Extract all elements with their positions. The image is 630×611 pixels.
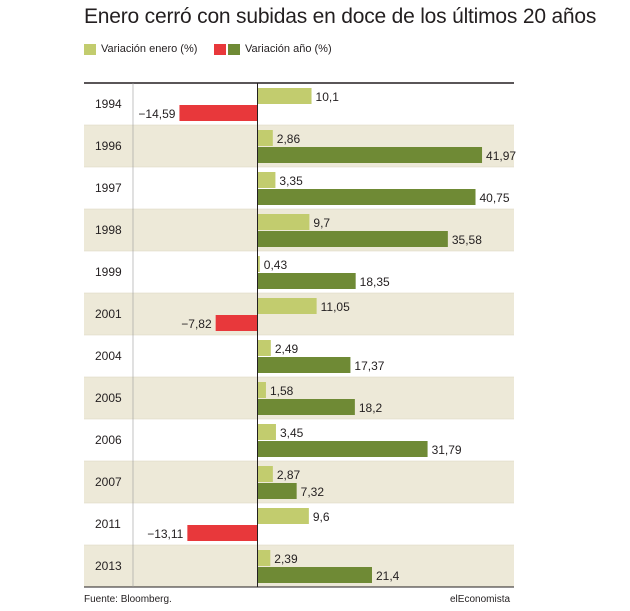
data-label-anio: 18,2 [359, 401, 383, 415]
category-label: 1994 [95, 97, 122, 111]
data-label-enero: 0,43 [264, 258, 288, 272]
data-label-enero: 2,49 [275, 342, 299, 356]
data-label-anio: −13,11 [147, 527, 183, 541]
data-label-anio: 21,4 [376, 569, 400, 583]
bar-anio [257, 399, 355, 415]
data-label-anio: 31,79 [432, 443, 462, 457]
data-label-anio: 7,32 [301, 485, 325, 499]
legend-label-enero: Variación enero (%) [101, 43, 198, 55]
bar-anio [179, 105, 258, 121]
category-label: 2001 [95, 307, 122, 321]
bar-enero [257, 130, 273, 146]
data-label-enero: 9,7 [313, 216, 330, 230]
category-label: 2006 [95, 433, 122, 447]
bar-anio [257, 567, 372, 583]
bar-anio [257, 273, 356, 289]
bar-enero [257, 214, 310, 230]
data-label-anio: −14,59 [138, 107, 175, 121]
data-label-enero: 3,45 [280, 426, 304, 440]
data-label-anio: 17,37 [354, 359, 384, 373]
category-label: 1998 [95, 223, 122, 237]
data-label-enero: 9,6 [313, 510, 330, 524]
data-label-anio: 41,97 [486, 149, 516, 163]
bar-anio [257, 189, 476, 205]
legend-label-anio: Variación año (%) [245, 43, 332, 55]
category-label: 2011 [95, 517, 121, 531]
legend-swatch-anio-negative [214, 44, 226, 55]
bar-anio [187, 525, 258, 541]
legend-swatch-anio-positive [228, 44, 240, 55]
bar-enero [257, 550, 271, 566]
data-label-anio: 35,58 [452, 233, 482, 247]
category-label: 2004 [95, 349, 122, 363]
bar-enero [257, 382, 266, 398]
category-label: 1996 [95, 139, 122, 153]
bar-anio [257, 147, 483, 163]
bar-anio [257, 441, 428, 457]
data-label-anio: 40,75 [480, 191, 510, 205]
category-label: 2005 [95, 391, 122, 405]
data-label-anio: −7,82 [181, 317, 212, 331]
bar-enero [257, 298, 317, 314]
bar-enero [257, 256, 260, 272]
data-label-enero: 11,05 [321, 300, 350, 314]
bar-anio [257, 231, 448, 247]
data-label-anio: 18,35 [360, 275, 390, 289]
data-label-enero: 2,87 [277, 468, 301, 482]
bar-enero [257, 466, 273, 482]
data-label-enero: 2,39 [274, 552, 298, 566]
bar-anio [257, 357, 351, 373]
bar-enero [257, 424, 276, 440]
category-label: 1999 [95, 265, 122, 279]
data-label-enero: 2,86 [277, 132, 301, 146]
data-label-enero: 10,1 [316, 90, 340, 104]
bar-enero [257, 172, 276, 188]
bar-anio [215, 315, 258, 331]
category-label: 2007 [95, 475, 122, 489]
data-label-enero: 1,58 [270, 384, 294, 398]
bar-anio [257, 483, 297, 499]
legend-swatch-enero [84, 44, 96, 55]
row-band [84, 461, 514, 503]
data-label-enero: 3,35 [279, 174, 303, 188]
brand-logo: elEconomista [450, 594, 511, 605]
bar-enero [257, 508, 309, 524]
category-label: 1997 [95, 181, 122, 195]
bar-enero [257, 340, 271, 356]
source-note: Fuente: Bloomberg. [84, 594, 172, 605]
bar-enero [257, 88, 312, 104]
chart-title: Enero cerró con subidas en doce de los ú… [84, 5, 597, 28]
category-label: 2013 [95, 559, 122, 573]
